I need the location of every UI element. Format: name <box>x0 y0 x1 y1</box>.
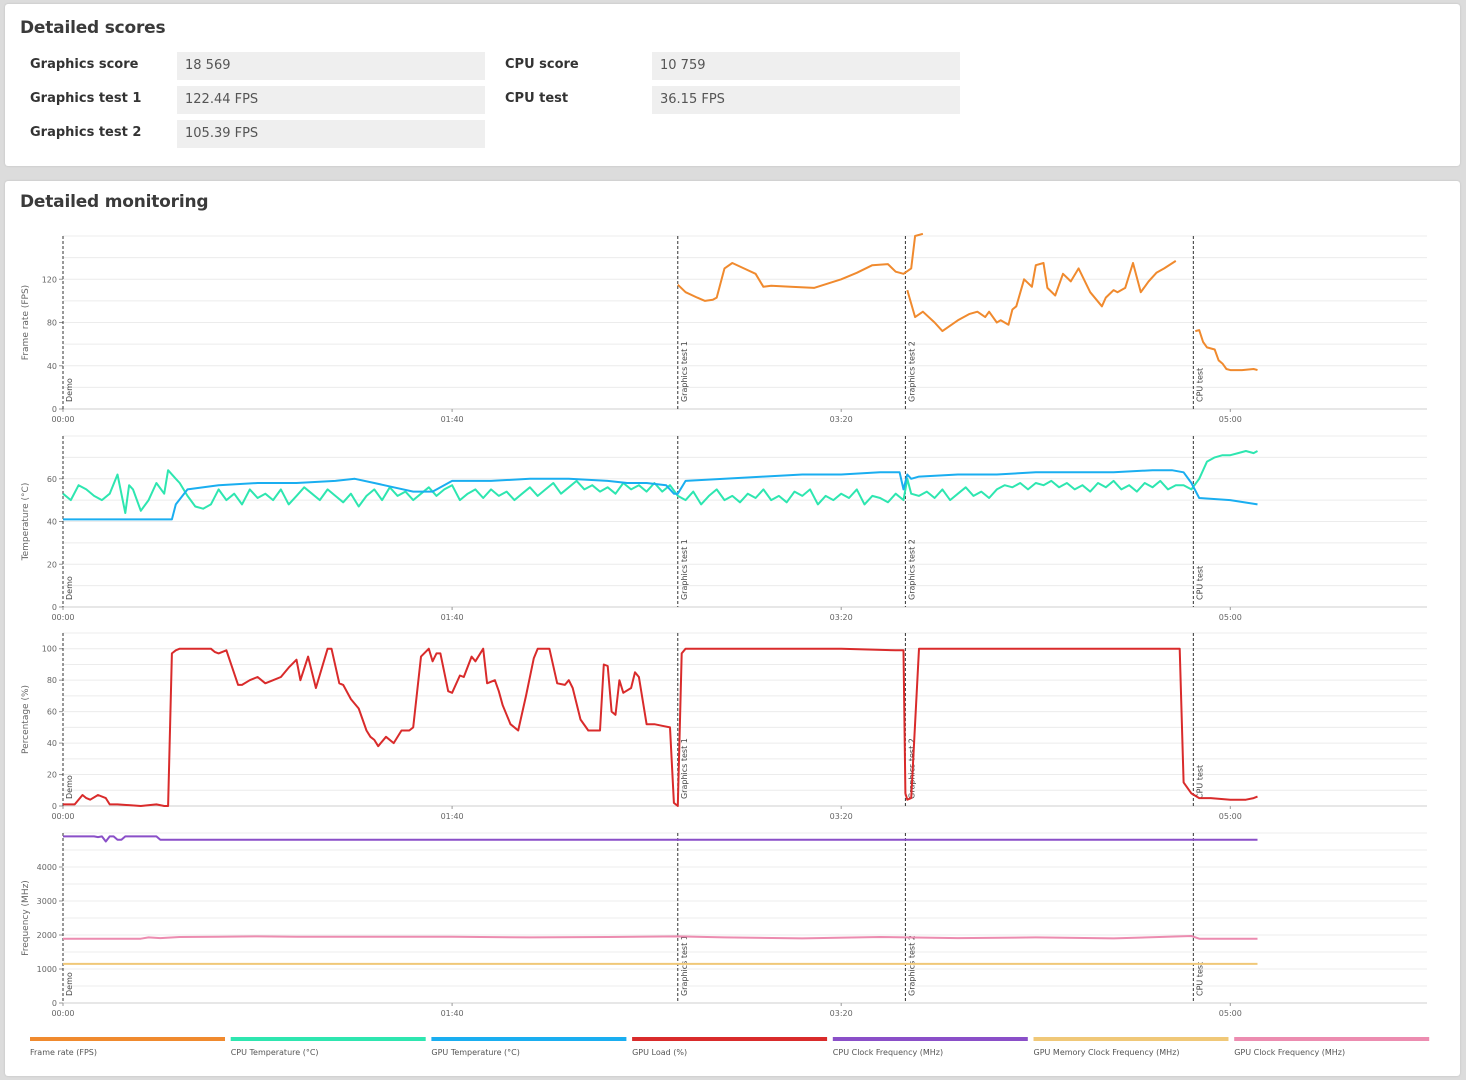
graphics-test1-value: 122.44 FPS <box>177 86 485 114</box>
cpu-score-value: 10 759 <box>652 52 960 80</box>
detailed-scores-title: Detailed scores <box>20 18 166 38</box>
cpu-score-label: CPU score <box>505 57 579 72</box>
cpu-test-value: 36.15 FPS <box>652 86 960 114</box>
graphics-test2-label: Graphics test 2 <box>30 125 142 140</box>
graphics-test2-value: 105.39 FPS <box>177 120 485 148</box>
cpu-test-label: CPU test <box>505 91 569 106</box>
graphics-test1-label: Graphics test 1 <box>30 91 142 106</box>
detailed-monitoring-title: Detailed monitoring <box>20 192 209 212</box>
detailed-monitoring-card: Detailed monitoring <box>5 181 1460 1076</box>
graphics-score-label: Graphics score <box>30 57 139 72</box>
graphics-score-value: 18 569 <box>177 52 485 80</box>
detailed-scores-card: Detailed scores Graphics score 18 569 Gr… <box>5 4 1460 166</box>
